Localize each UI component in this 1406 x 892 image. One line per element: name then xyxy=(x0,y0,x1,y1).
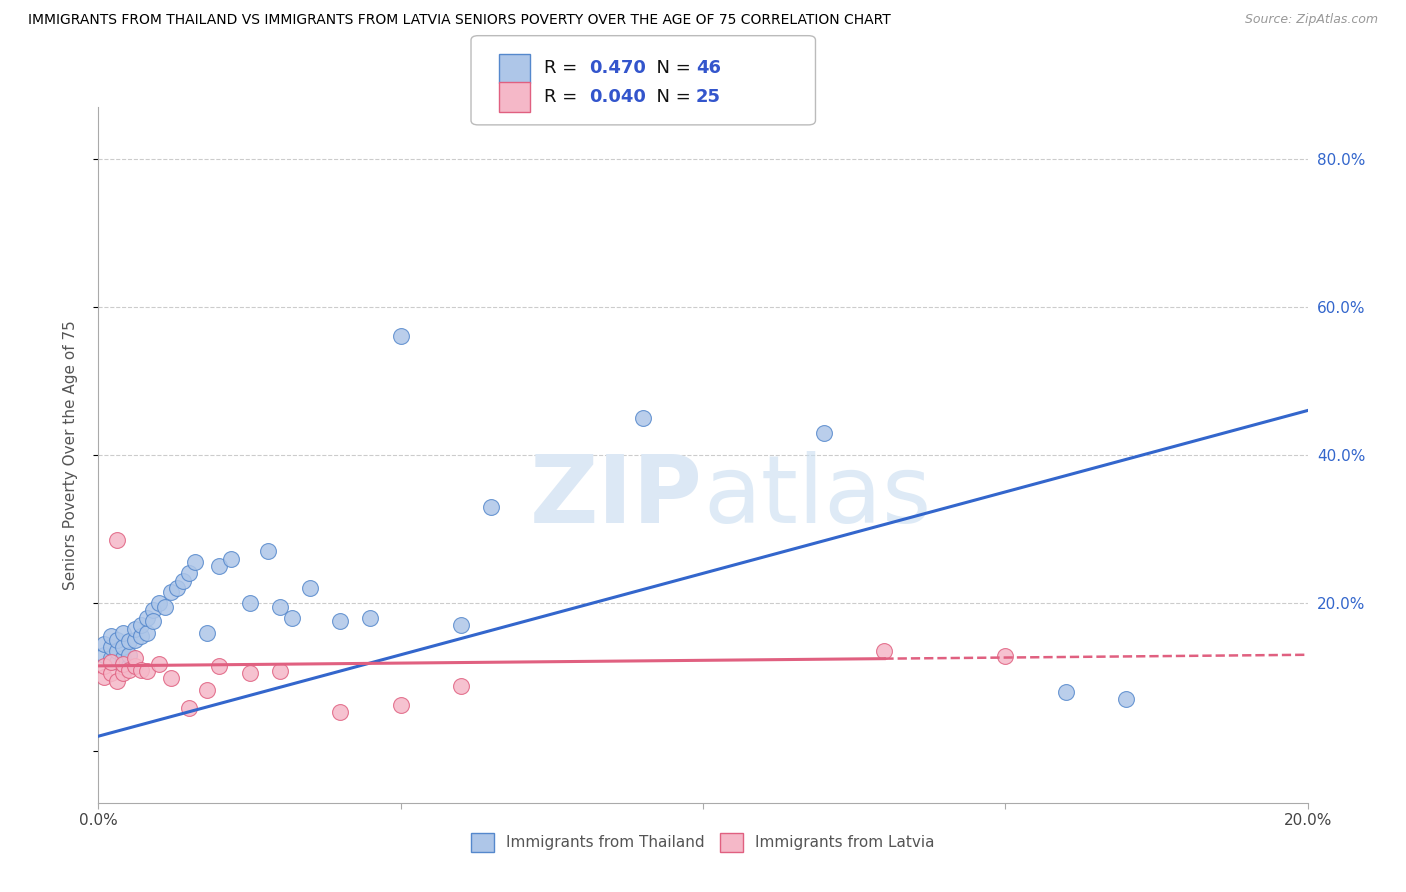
Text: 25: 25 xyxy=(696,87,721,106)
Point xyxy=(105,673,128,688)
Point xyxy=(118,663,141,677)
Point xyxy=(450,618,472,632)
Point xyxy=(631,411,654,425)
Point xyxy=(172,574,194,588)
Point xyxy=(360,611,382,625)
Point xyxy=(135,664,157,678)
Point xyxy=(105,533,128,547)
Point xyxy=(135,611,157,625)
Point xyxy=(994,649,1017,664)
Point xyxy=(118,658,141,673)
Point xyxy=(100,655,122,669)
Point xyxy=(124,651,146,665)
Point xyxy=(239,666,262,681)
Y-axis label: Seniors Poverty Over the Age of 75: Seniors Poverty Over the Age of 75 xyxy=(63,320,77,590)
Text: 46: 46 xyxy=(696,59,721,78)
Point xyxy=(100,629,122,643)
Point xyxy=(118,648,141,662)
Point xyxy=(142,603,165,617)
Point xyxy=(160,585,183,599)
Point xyxy=(179,566,201,581)
Text: ZIP: ZIP xyxy=(530,450,703,542)
Text: R =: R = xyxy=(544,87,583,106)
Point xyxy=(256,544,278,558)
Point xyxy=(184,555,207,569)
Legend: Immigrants from Thailand, Immigrants from Latvia: Immigrants from Thailand, Immigrants fro… xyxy=(465,827,941,858)
Point xyxy=(105,632,128,647)
Point xyxy=(239,596,262,610)
Point xyxy=(299,581,322,595)
Point xyxy=(389,329,412,343)
Text: 0.040: 0.040 xyxy=(589,87,645,106)
Point xyxy=(481,500,503,514)
Point xyxy=(195,625,218,640)
Point xyxy=(93,648,115,662)
Text: N =: N = xyxy=(645,87,697,106)
Point xyxy=(93,658,115,673)
Point xyxy=(111,666,134,681)
Point xyxy=(111,640,134,655)
Text: Source: ZipAtlas.com: Source: ZipAtlas.com xyxy=(1244,13,1378,27)
Point xyxy=(124,622,146,636)
Point xyxy=(1115,692,1137,706)
Point xyxy=(269,664,291,678)
Point xyxy=(93,637,115,651)
Text: IMMIGRANTS FROM THAILAND VS IMMIGRANTS FROM LATVIA SENIORS POVERTY OVER THE AGE : IMMIGRANTS FROM THAILAND VS IMMIGRANTS F… xyxy=(28,13,891,28)
Point xyxy=(269,599,291,614)
Point xyxy=(166,581,188,595)
Point xyxy=(153,599,176,614)
Point xyxy=(329,615,352,629)
Point xyxy=(118,634,141,648)
Text: atlas: atlas xyxy=(703,450,931,542)
Point xyxy=(124,632,146,647)
Text: N =: N = xyxy=(645,59,697,78)
Point xyxy=(281,611,304,625)
Point xyxy=(93,670,115,684)
Point xyxy=(208,558,231,573)
Point xyxy=(124,658,146,673)
Point xyxy=(129,618,152,632)
Point xyxy=(873,644,896,658)
Point xyxy=(105,644,128,658)
Point xyxy=(135,625,157,640)
Point xyxy=(208,658,231,673)
Point xyxy=(111,657,134,671)
Text: R =: R = xyxy=(544,59,583,78)
Point xyxy=(813,425,835,440)
Text: 0.470: 0.470 xyxy=(589,59,645,78)
Point xyxy=(148,657,170,671)
Point xyxy=(389,698,412,712)
Point xyxy=(179,701,201,715)
Point xyxy=(1054,685,1077,699)
Point xyxy=(160,672,183,686)
Point xyxy=(148,596,170,610)
Point xyxy=(100,640,122,655)
Point xyxy=(129,629,152,643)
Point xyxy=(221,551,243,566)
Point xyxy=(195,683,218,698)
Point xyxy=(450,679,472,693)
Point xyxy=(111,625,134,640)
Point xyxy=(129,663,152,677)
Point xyxy=(100,666,122,681)
Point xyxy=(100,651,122,665)
Point xyxy=(142,615,165,629)
Point xyxy=(329,706,352,720)
Point xyxy=(105,655,128,669)
Point xyxy=(111,651,134,665)
